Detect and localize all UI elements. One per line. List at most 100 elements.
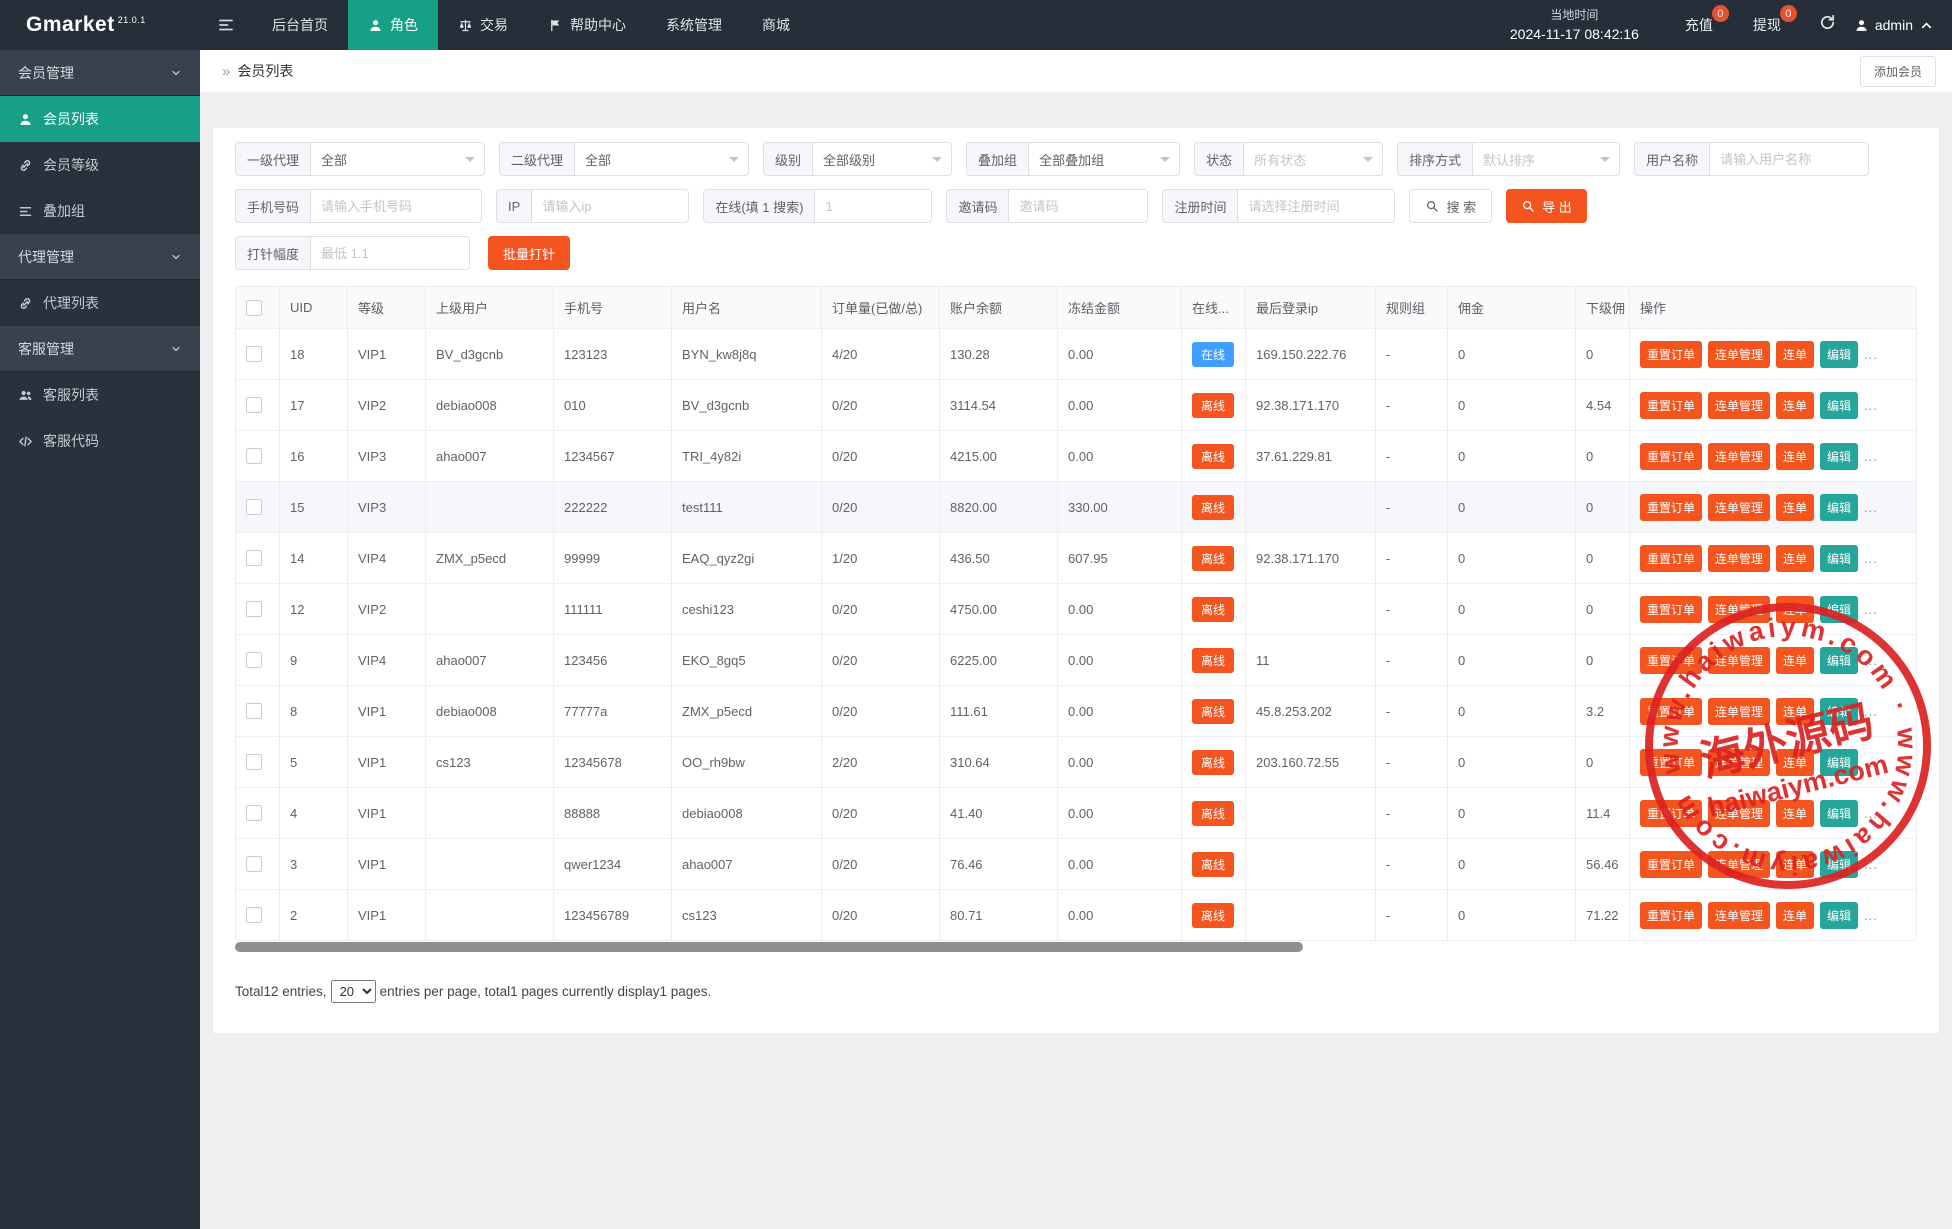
row-checkbox[interactable] [246,499,262,516]
more-actions-button[interactable]: ... [1864,601,1878,617]
filter-input[interactable] [1019,198,1139,214]
sidebar-item[interactable]: 叠加组 [0,188,200,234]
more-actions-button[interactable]: ... [1864,550,1878,566]
chain-order-button[interactable]: 连单 [1776,646,1815,674]
more-actions-button[interactable]: ... [1864,448,1878,464]
nav-item-5[interactable]: 系统管理 [646,0,742,50]
chain-order-button[interactable]: 连单 [1776,850,1815,878]
nav-item-2[interactable]: 角色 [348,0,438,50]
nav-item-6[interactable]: 商城 [742,0,810,50]
recharge-button[interactable]: 充值 0 [1685,5,1729,35]
filter-select[interactable]: 默认排序 [1472,142,1621,176]
row-checkbox[interactable] [246,346,262,363]
chain-order-button[interactable]: 连单 [1776,748,1815,776]
row-checkbox[interactable] [246,805,262,822]
chain-order-manage-button[interactable]: 连单管理 [1708,850,1771,878]
more-actions-button[interactable]: ... [1864,499,1878,515]
edit-button[interactable]: 编辑 [1820,646,1859,674]
more-actions-button[interactable]: ... [1864,703,1878,719]
chain-order-button[interactable]: 连单 [1776,391,1815,419]
edit-button[interactable]: 编辑 [1820,391,1859,419]
edit-button[interactable]: 编辑 [1820,697,1859,725]
row-checkbox[interactable] [246,907,262,924]
add-member-button[interactable]: 添加会员 [1859,55,1936,87]
chain-order-button[interactable]: 连单 [1776,544,1815,572]
row-checkbox[interactable] [246,550,262,567]
more-actions-button[interactable]: ... [1864,346,1878,362]
chain-order-button[interactable]: 连单 [1776,697,1815,725]
horizontal-scrollbar[interactable] [235,942,1304,952]
more-actions-button[interactable]: ... [1864,907,1878,923]
reset-order-button[interactable]: 重置订单 [1640,340,1703,368]
reset-order-button[interactable]: 重置订单 [1640,595,1703,623]
nav-item-4[interactable]: 帮助中心 [528,0,646,50]
sidebar-item[interactable]: 会员列表 [0,96,200,142]
chain-order-button[interactable]: 连单 [1776,901,1815,929]
sidebar-item[interactable]: 客服代码 [0,418,200,464]
chain-order-button[interactable]: 连单 [1776,442,1815,470]
reset-order-button[interactable]: 重置订单 [1640,901,1703,929]
chain-order-button[interactable]: 连单 [1776,595,1815,623]
edit-button[interactable]: 编辑 [1820,544,1859,572]
more-actions-button[interactable]: ... [1864,805,1878,821]
row-checkbox[interactable] [246,703,262,720]
edit-button[interactable]: 编辑 [1820,595,1859,623]
chain-order-manage-button[interactable]: 连单管理 [1708,748,1771,776]
row-checkbox[interactable] [246,448,262,465]
chain-order-manage-button[interactable]: 连单管理 [1708,901,1771,929]
page-size-select[interactable]: 20 [330,980,376,1003]
chain-order-button[interactable]: 连单 [1776,340,1815,368]
filter-input[interactable] [1720,151,1860,167]
refresh-button[interactable] [1819,14,1836,36]
reset-order-button[interactable]: 重置订单 [1640,646,1703,674]
chain-order-manage-button[interactable]: 连单管理 [1708,646,1771,674]
user-menu[interactable]: admin [1854,17,1934,33]
row-checkbox[interactable] [246,652,262,669]
chain-order-manage-button[interactable]: 连单管理 [1708,799,1771,827]
filter-select[interactable]: 所有状态 [1243,142,1384,176]
row-checkbox[interactable] [246,754,262,771]
withdraw-button[interactable]: 提现 0 [1753,5,1797,35]
chain-order-manage-button[interactable]: 连单管理 [1708,340,1771,368]
chain-order-manage-button[interactable]: 连单管理 [1708,391,1771,419]
filter-input[interactable] [321,198,473,214]
edit-button[interactable]: 编辑 [1820,850,1859,878]
chain-order-manage-button[interactable]: 连单管理 [1708,697,1771,725]
filter-select[interactable]: 全部级别 [812,142,953,176]
chain-order-manage-button[interactable]: 连单管理 [1708,595,1771,623]
edit-button[interactable]: 编辑 [1820,340,1859,368]
filter-select[interactable]: 全部叠加组 [1028,142,1181,176]
more-actions-button[interactable]: ... [1864,397,1878,413]
sidebar-section-header[interactable]: 客服管理 [0,326,200,372]
sidebar-section-header[interactable]: 代理管理 [0,234,200,280]
filter-input[interactable] [825,198,923,214]
search-button[interactable]: 搜 索 [1409,189,1493,223]
export-button[interactable]: 导 出 [1506,189,1587,223]
chain-order-manage-button[interactable]: 连单管理 [1708,493,1771,521]
edit-button[interactable]: 编辑 [1820,493,1859,521]
reset-order-button[interactable]: 重置订单 [1640,850,1703,878]
row-checkbox[interactable] [246,601,262,618]
reset-order-button[interactable]: 重置订单 [1640,748,1703,776]
chain-order-button[interactable]: 连单 [1776,493,1815,521]
filter-select[interactable]: 全部 [574,142,750,176]
row-checkbox[interactable] [246,397,262,414]
edit-button[interactable]: 编辑 [1820,748,1859,776]
reset-order-button[interactable]: 重置订单 [1640,799,1703,827]
more-actions-button[interactable]: ... [1864,652,1878,668]
reset-order-button[interactable]: 重置订单 [1640,442,1703,470]
reset-order-button[interactable]: 重置订单 [1640,493,1703,521]
chain-order-manage-button[interactable]: 连单管理 [1708,442,1771,470]
filter-input[interactable] [1248,198,1386,214]
nav-item-1[interactable]: 后台首页 [252,0,348,50]
row-checkbox[interactable] [246,856,262,873]
nav-item-3[interactable]: 交易 [438,0,528,50]
reset-order-button[interactable]: 重置订单 [1640,391,1703,419]
reset-order-button[interactable]: 重置订单 [1640,697,1703,725]
inject-range-input[interactable] [321,245,461,261]
reset-order-button[interactable]: 重置订单 [1640,544,1703,572]
batch-inject-button[interactable]: 批量打针 [488,236,571,270]
edit-button[interactable]: 编辑 [1820,442,1859,470]
select-all-checkbox[interactable] [246,299,262,316]
sidebar-item[interactable]: 会员等级 [0,142,200,188]
